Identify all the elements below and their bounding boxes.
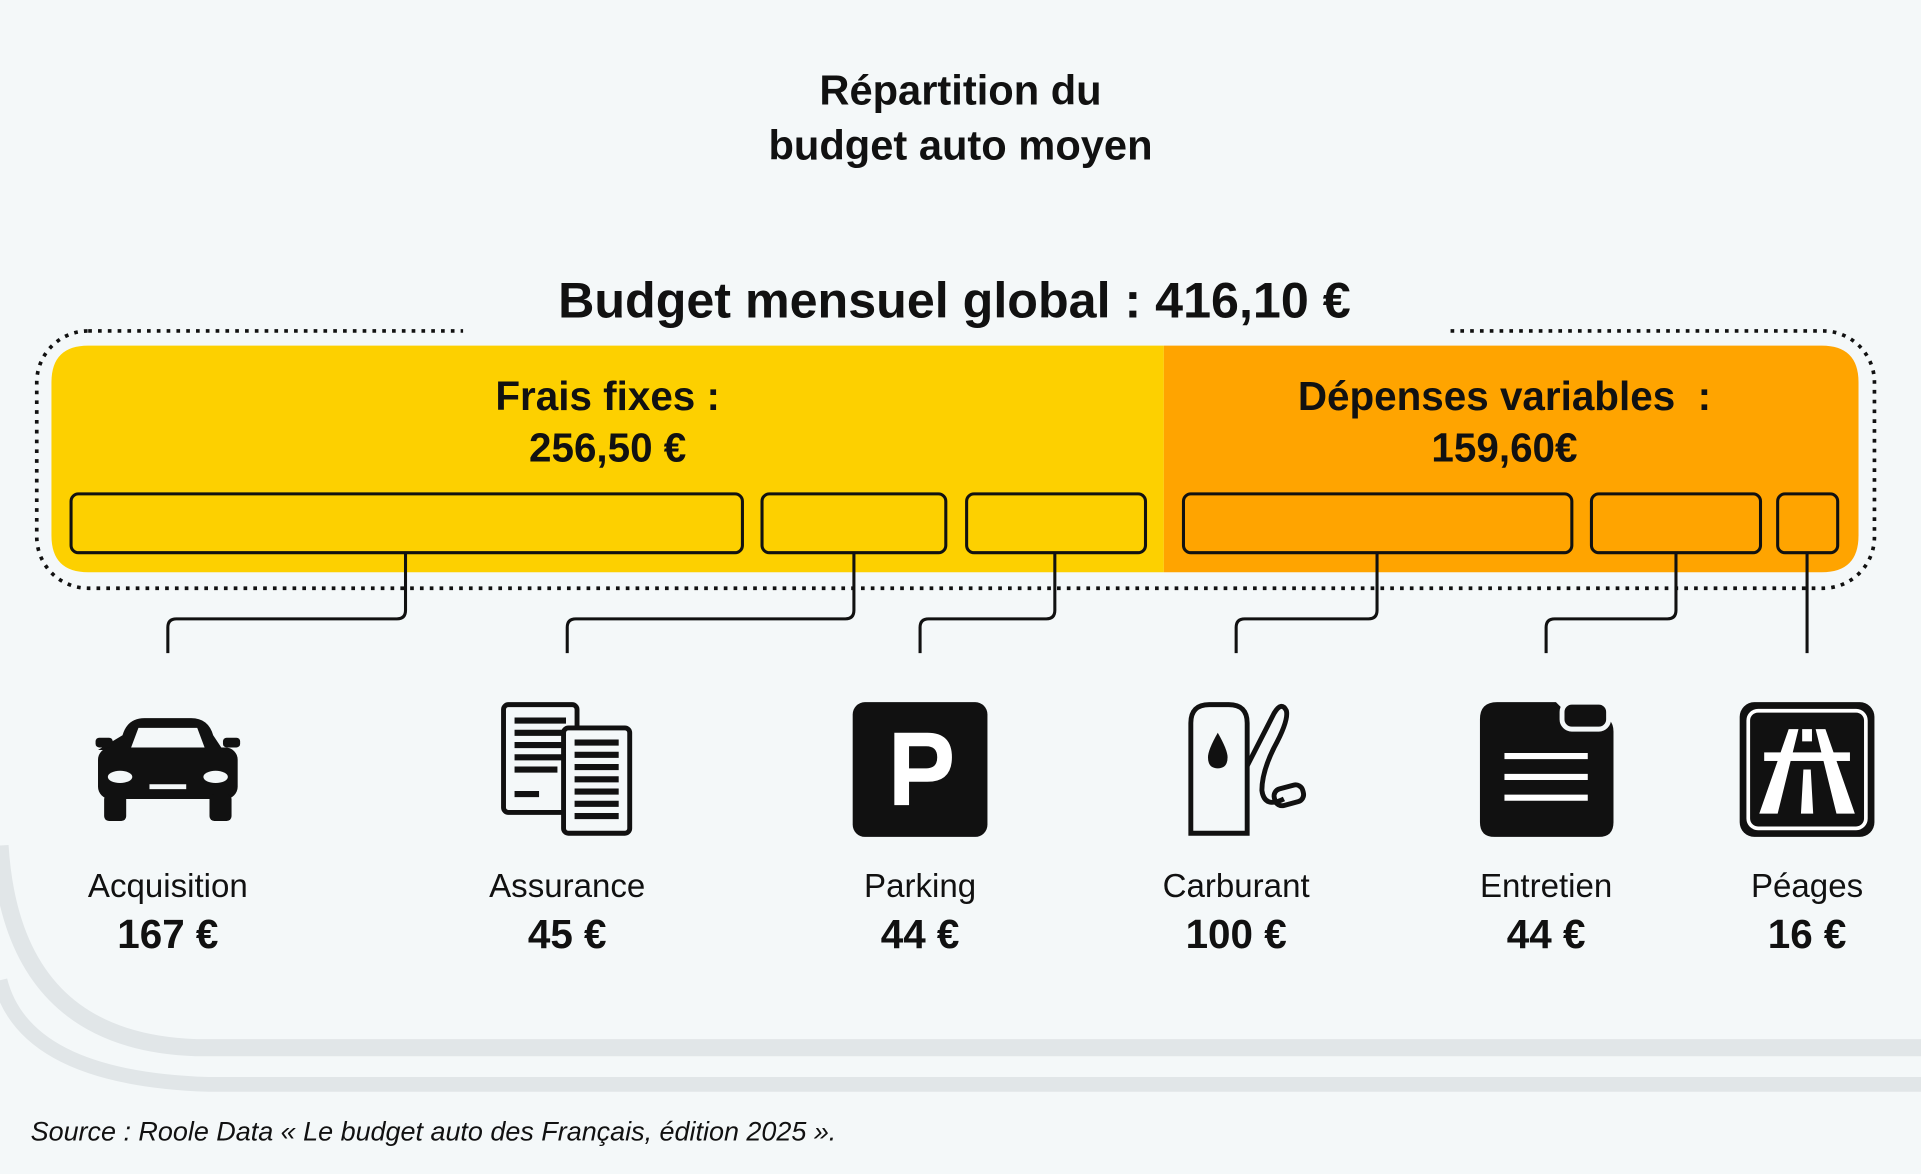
total: Budget mensuel global : 416,10 €	[558, 272, 1351, 328]
documents-icon	[501, 702, 633, 836]
parking-icon	[852, 702, 988, 837]
fuel-icon	[1188, 702, 1307, 836]
connector	[1234, 552, 1379, 654]
variable-band	[1163, 345, 1859, 573]
item-label: Entretien	[1480, 868, 1612, 905]
item-label: Acquisition	[88, 868, 248, 905]
source: Source : Roole Data « Le budget auto des…	[31, 1117, 837, 1147]
dotted-frame	[34, 329, 1877, 591]
item-amount: 44 €	[1507, 911, 1586, 957]
item-amount: 44 €	[881, 911, 960, 957]
group-label: Dépenses variables :	[1298, 373, 1711, 419]
connector	[565, 552, 856, 654]
fixed-band	[51, 345, 1164, 573]
item-amount: 167 €	[117, 911, 218, 957]
group-amount: 256,50 €	[529, 425, 686, 471]
items: Acquisition 167 € Assurance 45 € Parking 44 €…	[88, 868, 1863, 957]
frame-gap	[463, 279, 1446, 354]
item-amount: 100 €	[1186, 911, 1287, 957]
group-label: Frais fixes :	[495, 373, 720, 419]
connector	[166, 552, 408, 654]
title-line: Répartition du	[819, 66, 1101, 113]
item-label: Carburant	[1163, 868, 1310, 905]
title-line: budget auto moyen	[768, 121, 1152, 168]
car-icon	[95, 718, 241, 821]
item-label: Péages	[1751, 868, 1863, 905]
jerrycan-icon	[1479, 699, 1614, 837]
group-amount: 159,60€	[1431, 425, 1577, 471]
road-stripe	[0, 844, 1921, 1057]
item-label: Parking	[864, 868, 976, 905]
item-amount: 16 €	[1768, 911, 1847, 957]
connector	[918, 552, 1057, 654]
highway-icon	[1739, 702, 1875, 837]
road-stripe	[0, 978, 1921, 1092]
item-label: Assurance	[489, 868, 645, 905]
item-amount: 45 €	[528, 911, 607, 957]
connector	[1544, 552, 1678, 654]
